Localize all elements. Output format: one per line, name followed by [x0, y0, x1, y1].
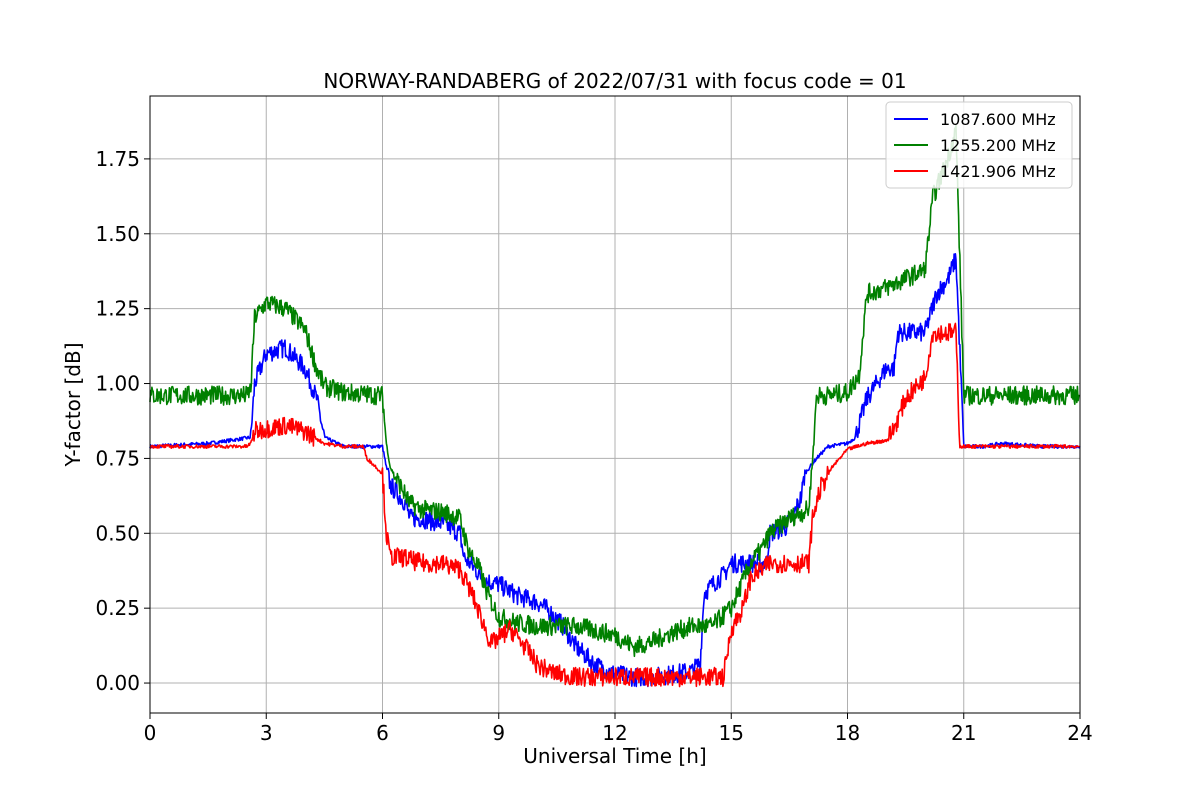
legend-label: 1255.200 MHz — [940, 136, 1056, 155]
series-line-2 — [149, 322, 1081, 688]
y-tick-label: 0.75 — [95, 446, 140, 470]
x-axis-label: Universal Time [h] — [523, 744, 706, 768]
chart-title: NORWAY-RANDABERG of 2022/07/31 with focu… — [323, 69, 906, 93]
y-tick-label: 0.50 — [95, 521, 140, 545]
x-tick-label: 18 — [835, 721, 860, 745]
y-tick-label: 1.75 — [95, 147, 140, 171]
y-axis: 0.00 0.25 0.50 0.75 1.00 1.25 1.50 1.75 — [95, 147, 150, 695]
legend: 1087.600 MHz 1255.200 MHz 1421.906 MHz — [885, 101, 1073, 189]
y-tick-label: 1.25 — [95, 297, 140, 321]
y-tick-label: 0.00 — [95, 671, 140, 695]
x-tick-label: 3 — [260, 721, 273, 745]
series-layer — [149, 124, 1081, 688]
legend-label: 1087.600 MHz — [940, 110, 1056, 129]
y-tick-label: 1.50 — [95, 222, 140, 246]
x-tick-label: 15 — [719, 721, 744, 745]
y-axis-label: Y-factor [dB] — [61, 342, 85, 467]
x-tick-label: 9 — [492, 721, 505, 745]
y-tick-label: 1.00 — [95, 372, 140, 396]
series-line-1 — [149, 124, 1081, 658]
x-tick-label: 24 — [1067, 721, 1092, 745]
y-tick-label: 0.25 — [95, 596, 140, 620]
x-tick-label: 21 — [951, 721, 976, 745]
x-tick-label: 0 — [144, 721, 157, 745]
x-tick-label: 12 — [602, 721, 627, 745]
x-tick-label: 6 — [376, 721, 389, 745]
legend-label: 1421.906 MHz — [940, 162, 1056, 181]
legend-box — [885, 101, 1073, 189]
x-axis: 0 3 6 9 12 15 18 21 24 — [144, 713, 1093, 745]
